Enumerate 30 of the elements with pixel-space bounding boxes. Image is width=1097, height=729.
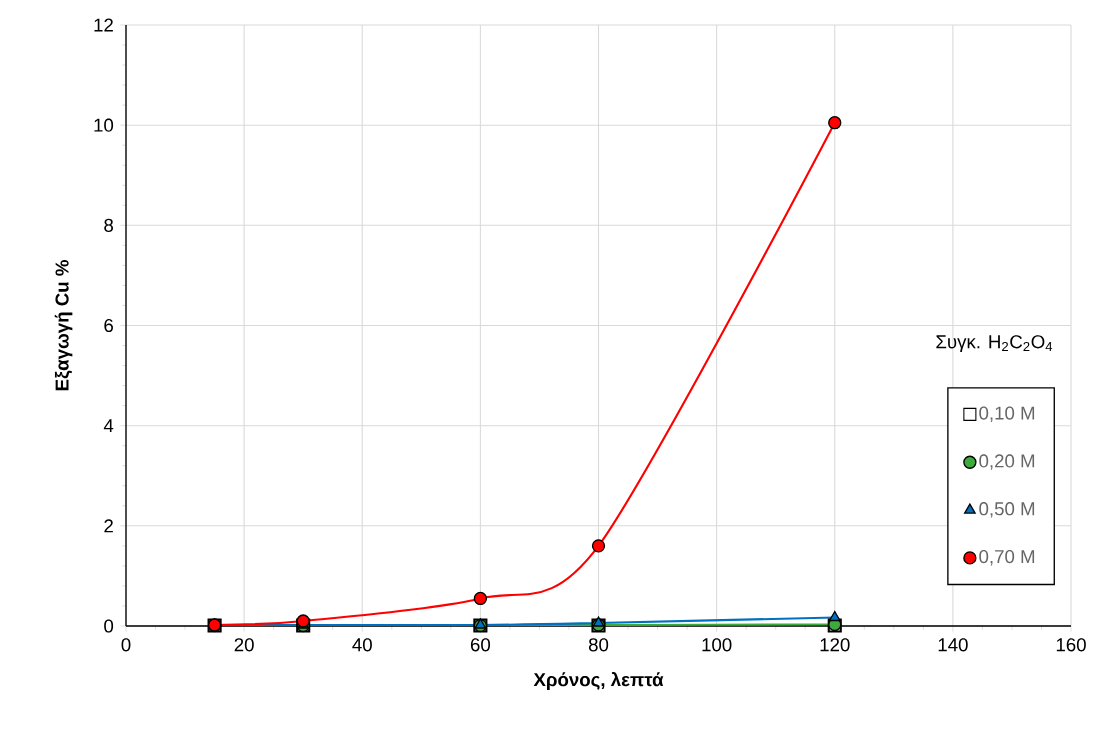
x-tick-label: 0 — [121, 638, 131, 652]
x-tick-label: 140 — [938, 638, 968, 652]
x-tick-label: 80 — [588, 638, 609, 652]
y-tick-label: 4 — [103, 419, 114, 433]
x-tick-label: 60 — [470, 638, 491, 652]
point — [828, 115, 842, 130]
point — [473, 591, 488, 606]
x-tick-label: 160 — [1056, 638, 1086, 652]
y-tick-label: 10 — [94, 118, 114, 132]
y-tick-label: 6 — [104, 318, 113, 333]
legend-label: 0,50 M — [979, 502, 1035, 518]
x-tick-label: 120 — [820, 638, 850, 652]
y-tick-label: 8 — [104, 218, 114, 232]
x-tick-label: 40 — [352, 638, 372, 652]
point — [296, 614, 310, 628]
legend-label: 0,10 M — [979, 406, 1035, 422]
y-tick-label: 2 — [104, 519, 113, 533]
legend-label: 0,20 M — [979, 454, 1035, 470]
point — [828, 610, 841, 622]
y-axis-title: Εξαγωγή Cu % — [54, 260, 73, 391]
x-tick-label: 20 — [234, 638, 254, 652]
point — [591, 539, 606, 553]
y-tick-label: 12 — [94, 18, 113, 32]
legend-label: 0,70 M — [979, 549, 1035, 566]
x-axis-title: Χρόνος, λεπτά — [533, 672, 664, 690]
y-tick-label: 0 — [104, 619, 114, 633]
x-tick-label: 100 — [702, 638, 732, 652]
point — [474, 618, 487, 629]
legend-title: Συγκ. H$_{2}$C$_{2}$O$_{4}$ — [936, 335, 1053, 353]
point — [592, 616, 605, 627]
